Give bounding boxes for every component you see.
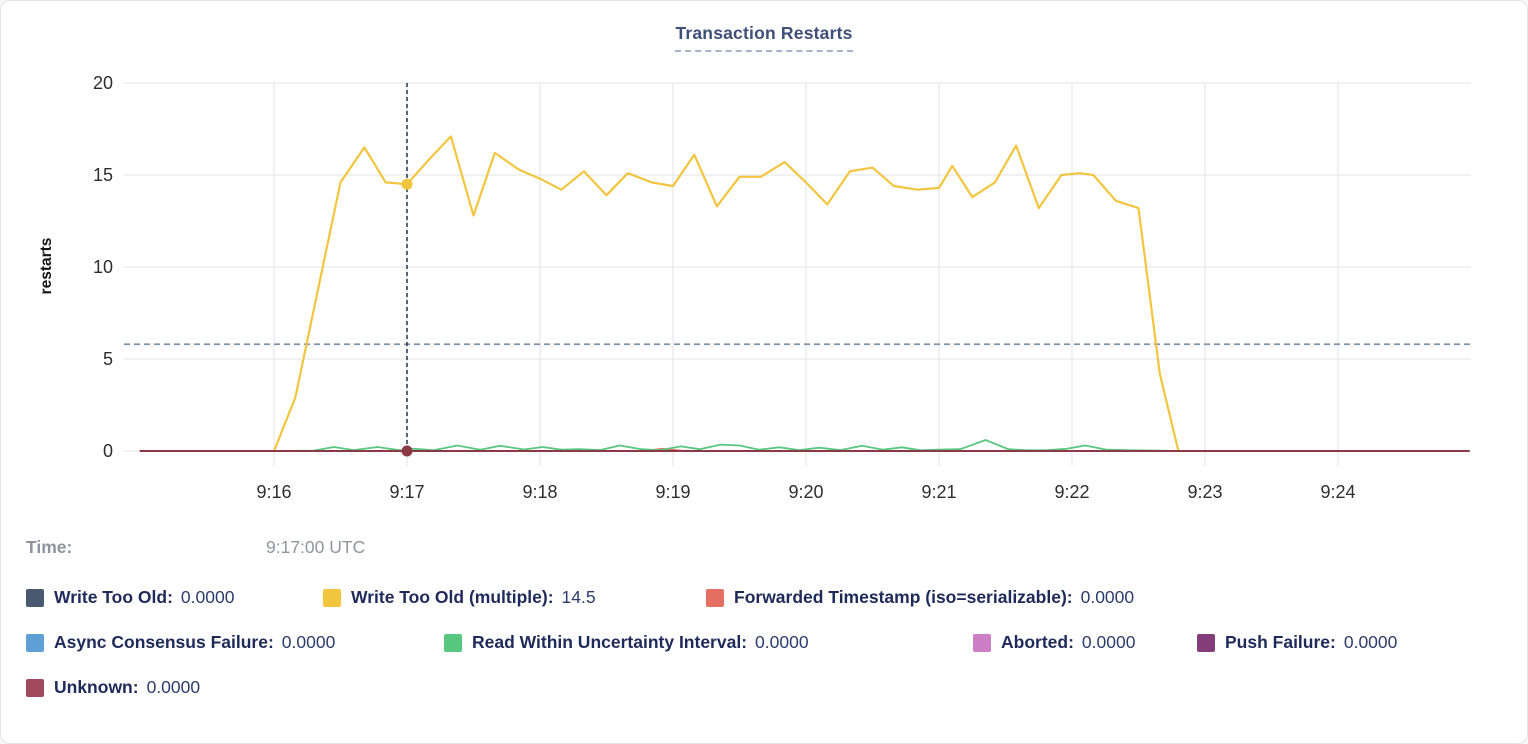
chart-title[interactable]: Transaction Restarts bbox=[675, 23, 853, 52]
legend-label: Write Too Old (multiple): bbox=[351, 587, 554, 607]
time-value: 9:17:00 UTC bbox=[266, 537, 366, 557]
y-tick-label: 5 bbox=[103, 349, 113, 369]
series-line-write-too-old-multiple- bbox=[272, 135, 1180, 452]
legend-value: 0.0000 bbox=[281, 632, 336, 652]
legend-swatch bbox=[26, 588, 44, 607]
legend-item: Write Too Old (multiple): 14.5 bbox=[323, 587, 596, 608]
cursor-marker-dot bbox=[401, 445, 413, 457]
legend-label: Write Too Old: bbox=[54, 587, 173, 607]
x-tick-label: 9:22 bbox=[1054, 482, 1089, 502]
legend-value: 0.0000 bbox=[146, 677, 201, 697]
legend-item: Write Too Old: 0.0000 bbox=[26, 587, 234, 608]
x-tick-label: 9:24 bbox=[1320, 482, 1355, 502]
x-tick-label: 9:17 bbox=[389, 482, 424, 502]
y-tick-label: 0 bbox=[103, 441, 113, 461]
legend-label: Read Within Uncertainty Interval: bbox=[472, 632, 748, 652]
legend-item: Forwarded Timestamp (iso=serializable): 0… bbox=[706, 587, 1134, 608]
legend-item: Push Failure: 0.0000 bbox=[1197, 632, 1397, 653]
legend-swatch bbox=[973, 633, 991, 652]
y-tick-label: 20 bbox=[93, 73, 113, 93]
y-tick-label: 10 bbox=[93, 257, 113, 277]
legend-label: Push Failure: bbox=[1225, 632, 1336, 652]
hover-time-row: Time: 9:17:00 UTC bbox=[1, 537, 1527, 563]
legend-item: Async Consensus Failure: 0.0000 bbox=[26, 632, 335, 653]
legend-swatch bbox=[444, 633, 462, 652]
legend-value: 0.0000 bbox=[755, 632, 809, 652]
x-tick-label: 9:18 bbox=[522, 482, 557, 502]
legend-label: Unknown: bbox=[54, 677, 139, 697]
cursor-marker-dot bbox=[401, 178, 413, 190]
x-tick-label: 9:19 bbox=[655, 482, 690, 502]
legend-label: Async Consensus Failure: bbox=[54, 632, 274, 652]
legend-swatch bbox=[323, 588, 341, 607]
legend-value: 0.0000 bbox=[180, 587, 235, 607]
legend-item: Read Within Uncertainty Interval: 0.0000 bbox=[444, 632, 809, 653]
chart-title-wrap: Transaction Restarts bbox=[1, 23, 1527, 52]
legend-row: Write Too Old: 0.0000 Write Too Old (multi… bbox=[1, 587, 1527, 615]
legend-swatch bbox=[26, 678, 44, 697]
x-tick-label: 9:21 bbox=[921, 482, 956, 502]
legend-row: Async Consensus Failure: 0.0000 Read Withi… bbox=[1, 632, 1527, 660]
legend-value: 0.0000 bbox=[1080, 587, 1135, 607]
legend-swatch bbox=[26, 633, 44, 652]
y-tick-label: 15 bbox=[93, 165, 113, 185]
legend-swatch bbox=[706, 588, 724, 607]
x-tick-label: 9:20 bbox=[788, 482, 823, 502]
legend-value: 0.0000 bbox=[1081, 632, 1136, 652]
y-axis-label: restarts bbox=[38, 237, 55, 295]
restarts-line-chart[interactable]: 0 5 10 15 20 9:16 9:17 9:18 9:19 9:20 9:21 9:22 9:23… bbox=[1, 1, 1528, 531]
legend-label: Aborted: bbox=[1001, 632, 1074, 652]
time-label: Time: bbox=[26, 537, 73, 557]
legend-swatch bbox=[1197, 633, 1215, 652]
legend-item: Unknown: 0.0000 bbox=[26, 677, 200, 698]
legend-label: Forwarded Timestamp (iso=serializable): bbox=[734, 587, 1073, 607]
legend-item: Aborted: 0.0000 bbox=[973, 632, 1135, 653]
legend-row: Unknown: 0.0000 bbox=[1, 677, 1527, 705]
legend-value: 14.5 bbox=[561, 587, 596, 607]
x-tick-label: 9:23 bbox=[1187, 482, 1222, 502]
legend-value: 0.0000 bbox=[1343, 632, 1398, 652]
x-tick-label: 9:16 bbox=[256, 482, 291, 502]
